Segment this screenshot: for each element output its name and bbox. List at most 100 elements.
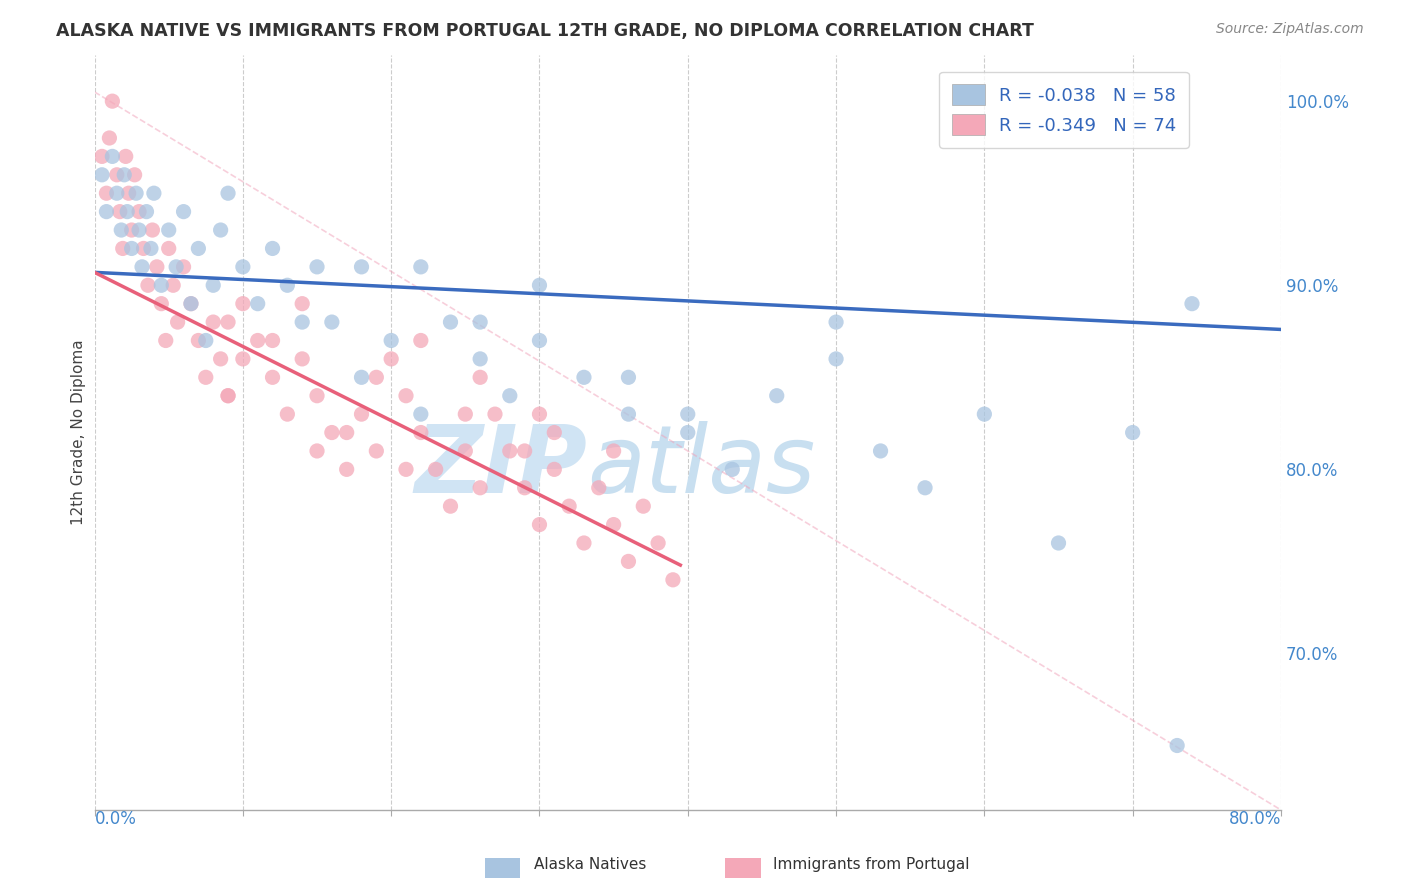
Point — [124, 168, 146, 182]
Point — [321, 315, 343, 329]
Text: atlas: atlas — [586, 421, 815, 512]
Point — [232, 260, 254, 274]
Point — [131, 260, 153, 274]
Point — [617, 407, 640, 421]
Point — [209, 223, 232, 237]
Point — [232, 296, 254, 310]
Point — [336, 462, 359, 476]
Point — [187, 334, 209, 348]
Point — [180, 296, 202, 310]
Point — [194, 370, 217, 384]
Point — [350, 260, 373, 274]
Point — [96, 186, 118, 201]
Point — [558, 499, 581, 513]
Point — [141, 223, 163, 237]
Point — [173, 260, 195, 274]
Point — [468, 481, 491, 495]
Point — [454, 444, 477, 458]
Point — [165, 260, 187, 274]
Point — [150, 278, 173, 293]
Text: 0.0%: 0.0% — [94, 810, 136, 828]
Point — [166, 315, 188, 329]
Point — [162, 278, 184, 293]
Text: ZIP: ZIP — [413, 420, 586, 513]
Point — [105, 186, 128, 201]
Point — [617, 370, 640, 384]
Point — [125, 186, 148, 201]
Point — [217, 315, 239, 329]
Point — [543, 425, 565, 440]
Point — [765, 389, 787, 403]
Point — [112, 168, 135, 182]
Point — [262, 334, 284, 348]
Point — [139, 242, 162, 256]
Text: Alaska Natives: Alaska Natives — [534, 857, 647, 872]
Point — [499, 444, 522, 458]
Text: Source: ZipAtlas.com: Source: ZipAtlas.com — [1216, 22, 1364, 37]
Point — [136, 278, 159, 293]
Point — [217, 389, 239, 403]
Point — [246, 296, 269, 310]
Point — [588, 481, 610, 495]
Point — [468, 351, 491, 366]
Point — [409, 260, 432, 274]
Point — [202, 315, 225, 329]
Point — [647, 536, 669, 550]
Point — [132, 242, 155, 256]
Point — [115, 204, 138, 219]
Point — [529, 407, 551, 421]
Text: 80.0%: 80.0% — [1229, 810, 1281, 828]
Point — [439, 499, 461, 513]
Point — [305, 444, 328, 458]
Point — [128, 223, 150, 237]
Point — [321, 425, 343, 440]
Point — [246, 334, 269, 348]
Point — [305, 260, 328, 274]
Point — [276, 278, 298, 293]
Point — [366, 370, 388, 384]
Point — [111, 242, 134, 256]
Point — [157, 242, 180, 256]
Point — [135, 204, 157, 219]
Point — [513, 481, 536, 495]
Point — [276, 407, 298, 421]
Point — [439, 315, 461, 329]
Point — [529, 334, 551, 348]
Point — [395, 462, 418, 476]
Point — [142, 186, 165, 201]
Point — [380, 351, 402, 366]
Point — [676, 425, 699, 440]
Point — [513, 444, 536, 458]
Point — [350, 370, 373, 384]
Point — [602, 444, 624, 458]
Point — [114, 149, 136, 163]
Point — [869, 444, 891, 458]
Point — [468, 370, 491, 384]
Point — [108, 204, 131, 219]
Point — [291, 296, 314, 310]
Text: ALASKA NATIVE VS IMMIGRANTS FROM PORTUGAL 12TH GRADE, NO DIPLOMA CORRELATION CHA: ALASKA NATIVE VS IMMIGRANTS FROM PORTUGA… — [56, 22, 1035, 40]
Point — [468, 315, 491, 329]
Legend: R = -0.038   N = 58, R = -0.349   N = 74: R = -0.038 N = 58, R = -0.349 N = 74 — [939, 71, 1189, 148]
Point — [572, 536, 595, 550]
Point — [232, 351, 254, 366]
Point — [180, 296, 202, 310]
Point — [484, 407, 506, 421]
Point — [409, 407, 432, 421]
Point — [1181, 296, 1204, 310]
Point — [91, 149, 114, 163]
Point — [262, 370, 284, 384]
Point — [454, 407, 477, 421]
Point — [155, 334, 177, 348]
Point — [101, 149, 124, 163]
Point — [1166, 739, 1188, 753]
Point — [617, 554, 640, 568]
Point — [187, 242, 209, 256]
Point — [914, 481, 936, 495]
Point — [380, 334, 402, 348]
Point — [973, 407, 995, 421]
Point — [202, 278, 225, 293]
Point — [121, 223, 143, 237]
Point — [217, 186, 239, 201]
Point — [825, 315, 848, 329]
